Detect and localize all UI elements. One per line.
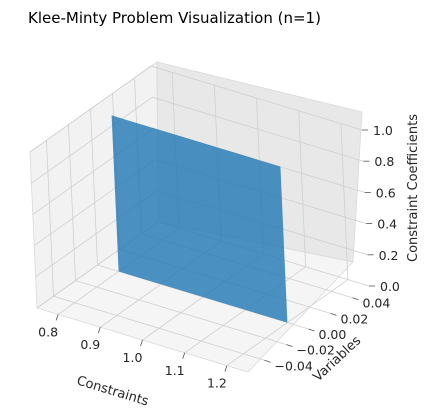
y-tick-mark (352, 297, 359, 301)
z-axis-label: Constraint Coefficients (406, 114, 421, 262)
y-tick-label: 0.00 (319, 327, 347, 342)
z-tick-label: 0.8 (374, 154, 394, 169)
x-tick-mark (55, 314, 59, 321)
y-tick-label: −0.02 (297, 343, 335, 358)
x-tick-label: 1.1 (165, 363, 185, 378)
x-axis-label: Constraints (75, 373, 151, 409)
y-tick-mark (264, 359, 271, 363)
y-tick-label: 0.02 (341, 311, 369, 326)
x-tick-label: 1.0 (123, 350, 143, 365)
x-tick-label: 0.9 (80, 337, 100, 352)
tick-labels: 0.8 0.9 1.0 1.1 1.2 −0.04−0.020.000.020.04 0.0… (38, 123, 400, 391)
x-tick-mark (224, 365, 228, 372)
z-tick-label: 0.6 (376, 185, 396, 200)
x-tick-mark (97, 327, 101, 334)
z-tick-label: 0.2 (379, 248, 399, 263)
surface-patch (111, 115, 288, 323)
z-tick-label: 1.0 (373, 123, 393, 138)
z-tick-label: 0.4 (377, 217, 397, 232)
y-tick-label: 0.04 (363, 296, 391, 311)
y-tick-mark (286, 344, 293, 348)
y-tick-label: −0.04 (275, 358, 313, 373)
y-tick-mark (308, 328, 315, 332)
surface-layer (111, 115, 288, 323)
x-tick-label: 1.2 (207, 376, 227, 391)
x-tick-mark (182, 352, 186, 359)
chart-title: Klee-Minty Problem Visualization (n=1) (28, 9, 321, 27)
z-grid-line (31, 96, 364, 184)
z-tick-label: 0.0 (380, 279, 400, 294)
x-tick-label: 0.8 (38, 324, 58, 339)
y-tick-mark (330, 312, 337, 316)
x-tick-mark (140, 339, 143, 347)
z-grid-line (29, 65, 363, 153)
